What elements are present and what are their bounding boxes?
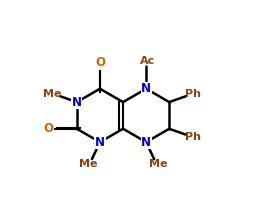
Text: Ph: Ph: [185, 89, 201, 99]
Text: N: N: [141, 136, 151, 149]
Text: Me: Me: [149, 159, 167, 170]
Text: N: N: [141, 82, 151, 95]
Text: Me: Me: [43, 89, 62, 99]
Text: Ac: Ac: [140, 56, 155, 66]
Text: N: N: [72, 95, 82, 109]
Text: Me: Me: [79, 159, 97, 170]
Text: Ph: Ph: [185, 132, 201, 141]
Text: O: O: [44, 122, 54, 135]
Text: O: O: [95, 56, 105, 69]
Text: N: N: [95, 136, 105, 149]
